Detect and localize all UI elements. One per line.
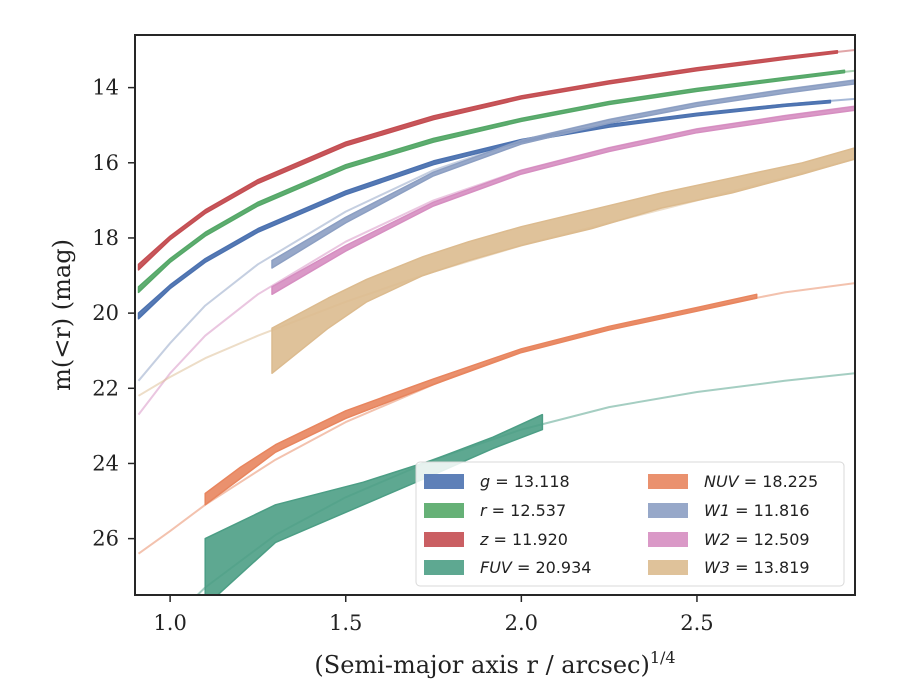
series-w2-data-band	[271, 105, 855, 296]
legend-swatch-w2	[648, 532, 688, 547]
legend-swatch-z	[424, 532, 464, 547]
x-axis-label-exponent: 1/4	[650, 648, 676, 667]
y-tick-label: 24	[92, 451, 119, 475]
series-g-data-band	[137, 99, 832, 320]
x-tick-label: 1.0	[153, 611, 186, 635]
y-tick-label: 20	[92, 301, 119, 325]
legend-label-w1: W1 = 11.816	[704, 501, 810, 520]
y-tick-label: 26	[92, 527, 119, 551]
legend-label-r: r = 12.537	[480, 501, 566, 520]
legend-swatch-r	[424, 503, 464, 518]
legend-swatch-g	[424, 474, 464, 489]
axis-ticks: 1.0 1.5 2.0 2.5 14 16 18 20 22 24 26	[92, 76, 713, 635]
x-tick-label: 1.5	[329, 611, 362, 635]
legend-label-w3: W3 = 13.819	[704, 558, 810, 577]
y-tick-label: 16	[92, 151, 119, 175]
x-tick-label: 2.5	[680, 611, 713, 635]
legend-label-fuv: FUV = 20.934	[480, 558, 591, 577]
series-w3-data-band	[271, 147, 855, 375]
legend-label-z: z = 11.920	[479, 530, 568, 549]
series-layer	[137, 49, 855, 595]
y-tick-label: 18	[92, 226, 119, 250]
legend-label-w2: W2 = 12.509	[704, 530, 810, 549]
x-tick-label: 2.0	[505, 611, 538, 635]
series-nuv-data-band	[204, 293, 758, 506]
legend-swatch-w3	[648, 560, 688, 575]
plot-frame	[134, 34, 856, 596]
legend-box	[415, 461, 845, 587]
legend-swatch-w1	[648, 503, 688, 518]
series-z-data-band	[137, 50, 839, 271]
legend-label-nuv: NUV = 18.225	[704, 472, 818, 491]
legend: g = 13.118 r = 12.537 z = 11.920 FUV = 20.9…	[415, 461, 845, 587]
series-r-data-band	[137, 69, 846, 294]
legend-label-g: g = 13.118	[480, 472, 570, 491]
x-axis-label: (Semi-major axis r / arcsec)1/4	[314, 648, 675, 679]
y-tick-label: 14	[92, 76, 119, 100]
y-tick-label: 22	[92, 376, 119, 400]
y-axis-label: m(<r) (mag)	[48, 239, 76, 391]
series-w1-data-band	[271, 79, 855, 269]
x-axis-label-main: (Semi-major axis r / arcsec)	[314, 651, 649, 679]
series-fuv-data-band	[204, 413, 544, 595]
legend-swatch-nuv	[648, 474, 688, 489]
legend-swatch-fuv	[424, 560, 464, 575]
